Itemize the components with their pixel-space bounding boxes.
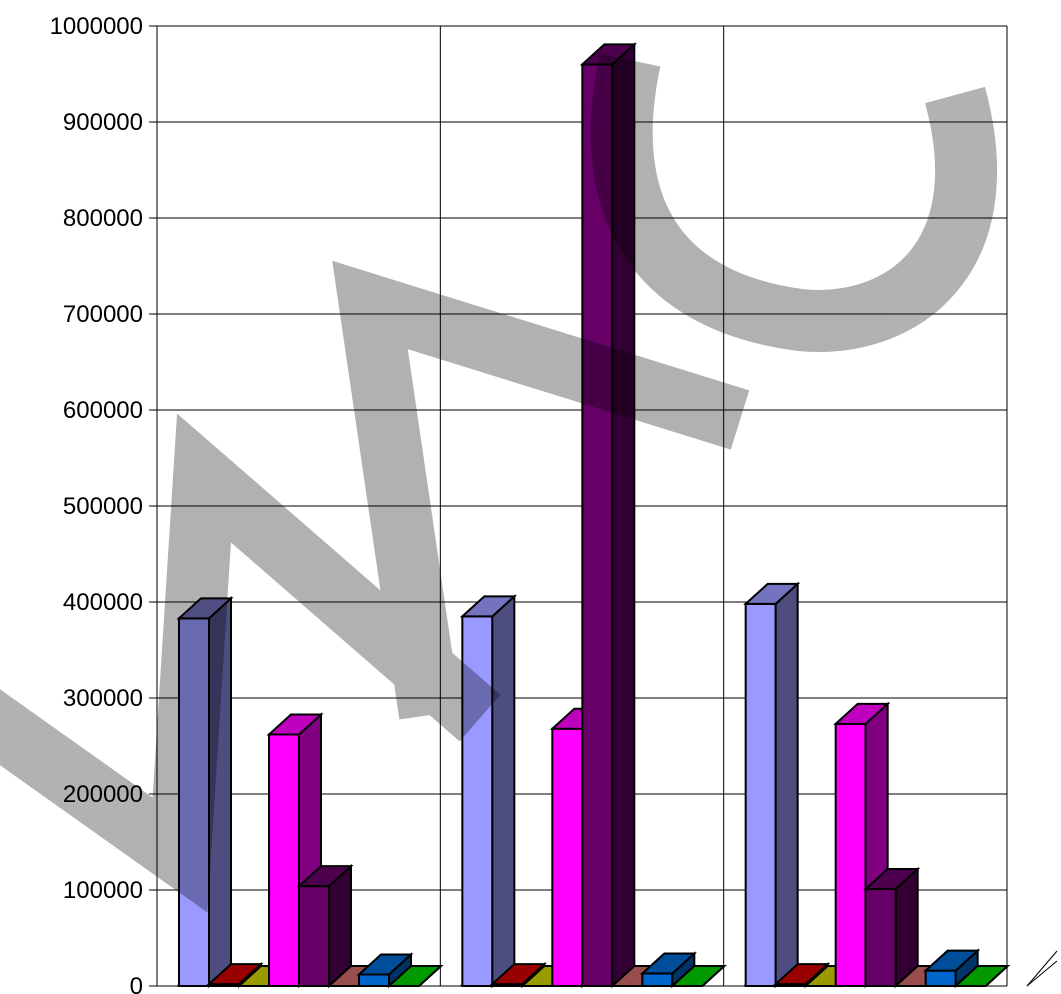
bar — [386, 965, 444, 987]
bar — [639, 951, 697, 989]
bar-top — [266, 713, 324, 736]
bar — [459, 594, 517, 989]
bar-top — [833, 702, 891, 725]
watermark-letter-m — [0, 413, 501, 913]
bar — [863, 866, 921, 989]
bar-front — [298, 885, 330, 987]
bar — [579, 42, 637, 989]
bar-side — [491, 594, 516, 989]
y-tick-label: 500000 — [63, 493, 143, 520]
bar-top — [206, 963, 264, 986]
floor-line — [1026, 960, 1058, 987]
y-tick-label: 300000 — [63, 685, 143, 712]
y-tick-label: 1000000 — [50, 13, 143, 40]
y-tick-label: 400000 — [63, 589, 143, 616]
bar-top — [176, 597, 234, 620]
bar-top — [773, 963, 831, 986]
floor-line — [1026, 950, 1058, 987]
bar-top — [489, 963, 547, 986]
y-tick-label: 800000 — [63, 205, 143, 232]
y-tick-label: 600000 — [63, 397, 143, 424]
bar-top — [356, 953, 414, 976]
bar-front — [268, 733, 300, 987]
bar-front — [641, 972, 674, 988]
bar-top — [743, 582, 801, 605]
bar-front — [864, 888, 897, 987]
bars-layer — [176, 42, 1011, 989]
bar-top — [386, 965, 444, 987]
bar-front — [358, 973, 390, 987]
y-tick-label: 100000 — [63, 877, 143, 904]
bar — [296, 863, 354, 989]
bar-front — [834, 722, 867, 987]
bar — [176, 596, 234, 989]
bar — [669, 965, 727, 987]
bar-top — [669, 965, 727, 987]
bar-top — [459, 595, 517, 618]
y-axis: 0 100000 200000 300000 400000 500000 600000 700… — [50, 13, 143, 994]
bar — [743, 581, 801, 989]
bar-top — [863, 868, 921, 891]
watermark-letter-a — [332, 260, 750, 720]
bar-front — [744, 602, 777, 987]
bar-top — [923, 949, 981, 972]
bar-side — [774, 581, 799, 989]
bar-top — [579, 43, 637, 66]
bar-top — [953, 965, 1011, 987]
bar-front — [924, 969, 957, 988]
bar — [953, 965, 1011, 987]
bar-top — [296, 865, 354, 888]
bar-front — [551, 727, 584, 987]
bar — [356, 952, 414, 989]
watermark-letter-c — [590, 53, 997, 352]
bar — [923, 948, 981, 989]
y-tick-label: 700000 — [63, 301, 143, 328]
watermark — [0, 53, 997, 913]
y-tick-label: 0 — [130, 973, 143, 994]
bar-top — [639, 952, 697, 975]
chart-grid — [149, 25, 1008, 987]
bar — [833, 701, 891, 989]
y-tick-label: 200000 — [63, 781, 143, 808]
y-tick-label: 900000 — [63, 109, 143, 136]
